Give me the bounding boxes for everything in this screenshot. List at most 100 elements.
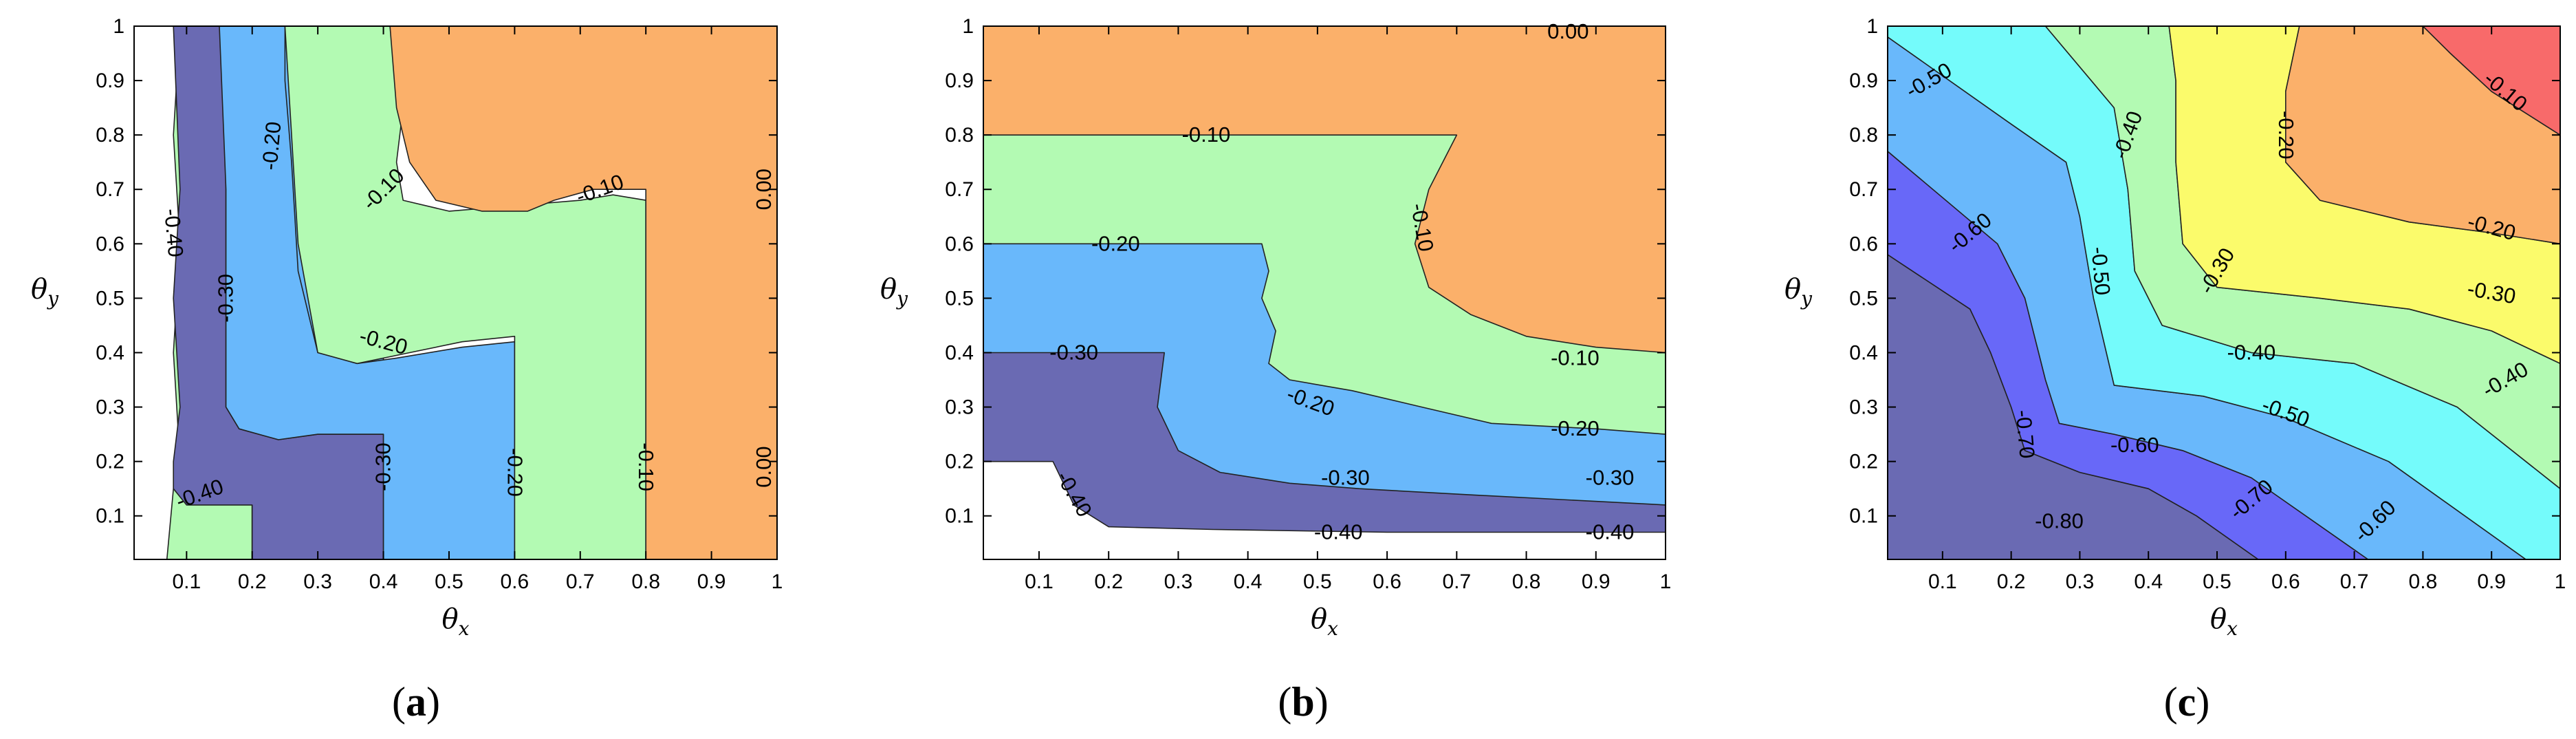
y-axis-label-subscript: y <box>46 288 59 310</box>
x-tick-label: 0.6 <box>501 570 530 593</box>
contour-label: -0.60 <box>2110 433 2159 457</box>
y-tick-label: 1 <box>1866 15 1878 38</box>
contour-label: -0.20 <box>257 120 285 171</box>
y-axis-label-symbol: θ <box>31 274 47 306</box>
contour-label: -0.20 <box>1551 416 1600 440</box>
contour-panel-a: 0.1 0.2 0.3 0.4 0.5 0.6 0.7 0.8 0.9 1 0.1 0.2 0.3 0.4… <box>31 15 783 725</box>
panel-label: (c) <box>2164 679 2210 725</box>
y-tick-label: 0.9 <box>945 69 974 92</box>
x-tick-label: 0.5 <box>435 570 463 593</box>
y-tick-label: 0.2 <box>96 451 124 473</box>
axes-frame <box>1887 25 2561 560</box>
y-tick-label: 1 <box>113 15 124 38</box>
y-tick-label: 0.9 <box>96 69 124 92</box>
x-tick-label: 0.1 <box>172 570 201 593</box>
y-tick-label: 0.5 <box>945 287 974 310</box>
contour-panel-b: 0.1 0.2 0.3 0.4 0.5 0.6 0.7 0.8 0.9 1 0.1 0.2 0.3 0.4… <box>880 15 1671 725</box>
x-tick-label: 0.5 <box>2203 570 2231 593</box>
x-tick-label: 0.8 <box>1512 570 1541 593</box>
contour-label: -0.30 <box>1049 341 1098 365</box>
y-axis-label: θy <box>1784 274 1813 310</box>
contour-region-4 <box>983 460 1666 559</box>
y-tick-label: 0.2 <box>1849 451 1878 473</box>
y-tick-label: 0.8 <box>96 124 124 147</box>
x-axis-label: θx <box>1311 603 1338 640</box>
x-tick-label: 0.4 <box>369 570 398 593</box>
y-tick-label: 0.7 <box>945 178 974 201</box>
contour-label: 0.00 <box>752 169 776 210</box>
x-tick-label: 0.3 <box>1164 570 1193 593</box>
y-tick-label: 1 <box>962 15 974 38</box>
contour-label-text: -0.10 <box>1182 122 1231 147</box>
contour-label: -0.70 <box>2011 409 2040 459</box>
contour-label-text: -0.40 <box>1586 520 1635 544</box>
contour-label: -0.40 <box>1314 520 1363 544</box>
x-tick-label: 0.2 <box>1094 570 1123 593</box>
contour-label: -0.50 <box>2086 246 2115 296</box>
x-axis-label-symbol: θ <box>1311 603 1327 635</box>
panel-label: (b) <box>1278 679 1328 725</box>
contour-label: -0.30 <box>1586 465 1635 489</box>
y-tick-label: 0.7 <box>96 178 124 201</box>
y-tick-label: 0.3 <box>1849 396 1878 419</box>
y-axis-label-symbol: θ <box>1784 274 1801 306</box>
y-tick-label: 0.1 <box>1849 505 1878 528</box>
x-tick-label: 0.9 <box>2477 570 2506 593</box>
y-tick-label: 0.2 <box>945 451 974 473</box>
contour-label: -0.80 <box>2035 509 2084 533</box>
contour-label: -0.10 <box>1182 122 1231 147</box>
contour-label: -0.40 <box>2227 341 2276 365</box>
y-tick-label: 0.6 <box>945 233 974 255</box>
x-tick-label: 0.4 <box>1234 570 1263 593</box>
x-tick-label: 0.6 <box>1373 570 1401 593</box>
y-tick-label: 0.9 <box>1849 69 1878 92</box>
x-axis-label: θx <box>442 603 470 640</box>
x-axis-label-symbol: θ <box>2210 603 2227 635</box>
y-axis-label: θy <box>880 274 908 310</box>
x-axis-label-symbol: θ <box>442 603 459 635</box>
contour-label-text: -0.20 <box>1551 416 1600 440</box>
contour-regions <box>166 26 777 559</box>
x-tick-label: 0.8 <box>2409 570 2438 593</box>
x-axis-label-subscript: x <box>2227 617 2238 640</box>
x-tick-label: 0.3 <box>2066 570 2095 593</box>
contour-label: 0.00 <box>752 446 776 487</box>
x-tick-label: 0.9 <box>697 570 726 593</box>
y-tick-label: 0.3 <box>96 396 124 419</box>
contour-label: -0.20 <box>2274 111 2298 160</box>
contour-label-text: -0.30 <box>1321 465 1370 489</box>
x-tick-label: 0.3 <box>303 570 332 593</box>
contour-label-text: -0.20 <box>257 120 285 171</box>
contour-label: 0.00 <box>1547 19 1589 43</box>
y-tick-label: 0.8 <box>945 124 974 147</box>
axes-frame <box>983 25 1666 560</box>
x-axis-label-subscript: x <box>1327 617 1338 640</box>
x-tick-label: 0.2 <box>1997 570 2026 593</box>
x-tick-label: 0.7 <box>2340 570 2369 593</box>
contour-label: -0.40 <box>1586 520 1635 544</box>
contour-label-text: -0.20 <box>2274 111 2298 160</box>
contour-label-text: -0.40 <box>160 208 188 258</box>
contour-label-text: -0.30 <box>1586 465 1635 489</box>
y-axis-label-symbol: θ <box>880 274 897 306</box>
contour-region-5 <box>389 26 777 559</box>
contour-label: -0.30 <box>1321 465 1370 489</box>
contour-region-3 <box>983 352 1666 559</box>
x-tick-label: 1 <box>2555 570 2566 593</box>
x-tick-label: 0.5 <box>1303 570 1332 593</box>
y-tick-label: 0.5 <box>1849 287 1878 310</box>
y-tick-label: 0.1 <box>945 505 974 528</box>
x-tick-label: 0.1 <box>1025 570 1054 593</box>
x-tick-label: 0.9 <box>1582 570 1611 593</box>
contour-label-text: -0.30 <box>214 274 238 323</box>
x-tick-label: 0.6 <box>2271 570 2300 593</box>
contour-label-text: 0.00 <box>752 446 776 487</box>
y-tick-label: 0.4 <box>945 341 974 364</box>
x-tick-label: 0.2 <box>238 570 267 593</box>
x-tick-label: 0.4 <box>2134 570 2163 593</box>
contour-label-text: -0.20 <box>1091 231 1140 255</box>
contour-label-text: -0.40 <box>1314 520 1363 544</box>
x-tick-label: 1 <box>772 570 783 593</box>
